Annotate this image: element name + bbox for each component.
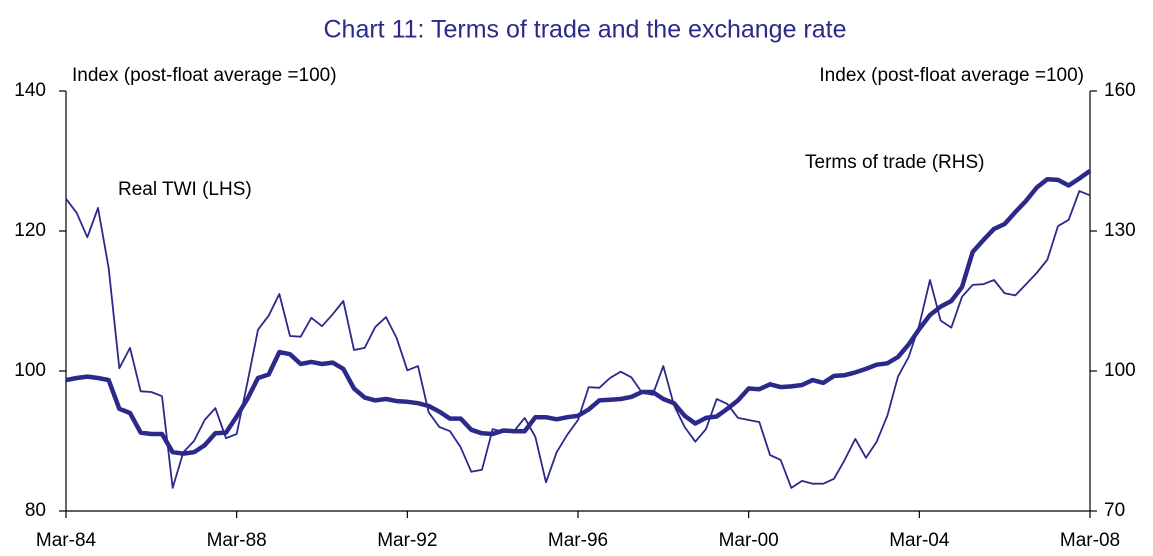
y2-tick-label: 130 [1104,220,1136,241]
x-tick-label: Mar-00 [719,530,779,551]
x-tick-label: Mar-04 [889,530,950,551]
series-line [65,190,1091,489]
y-tick-label: 140 [14,80,46,101]
annotation: Real TWI (LHS) [118,179,252,200]
x-tick-label: Mar-88 [207,530,267,551]
y-tick-label: 80 [25,500,46,521]
y-tick-label: 100 [14,360,46,381]
series-line [65,168,1092,456]
y2-tick-label: 160 [1104,80,1136,101]
y2-tick-label: 70 [1104,500,1125,521]
chart-title: Chart 11: Terms of trade and the exchang… [324,16,847,44]
x-tick-label: Mar-96 [548,530,608,551]
y2-tick-label: 100 [1104,360,1136,381]
y2-axis-label: Index (post-float average =100) [819,65,1084,86]
y-tick-label: 120 [14,220,46,241]
annotation: Terms of trade (RHS) [805,152,984,173]
x-tick-label: Mar-08 [1060,530,1120,551]
x-tick-label: Mar-84 [36,530,97,551]
y-axis-label: Index (post-float average =100) [72,65,337,86]
x-tick-label: Mar-92 [377,530,437,551]
